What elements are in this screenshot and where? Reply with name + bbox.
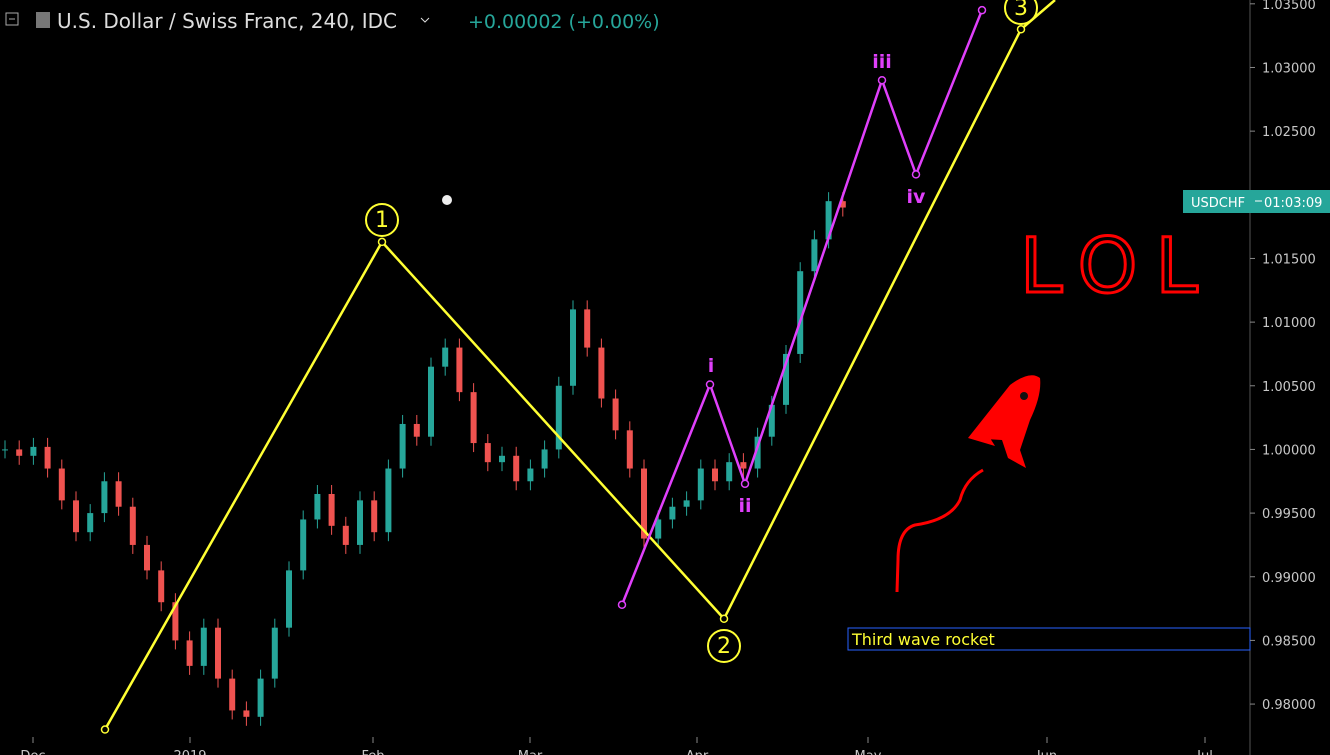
dot <box>442 195 452 205</box>
wave-label: 3 <box>1014 0 1028 21</box>
price-tick-label: 0.98000 <box>1262 698 1316 713</box>
note-box <box>847 627 1251 651</box>
price-tick-label: 0.98500 <box>1262 634 1316 649</box>
price-tick-label: 1.02500 <box>1262 125 1316 140</box>
price-change: +0.00002 (+0.00%) <box>468 11 660 33</box>
price-tick-label: 1.01000 <box>1262 316 1316 331</box>
price-tick-label: 1.00500 <box>1262 380 1316 395</box>
rocket-window <box>1020 392 1028 400</box>
time-label: Mar <box>518 749 543 755</box>
time-label: Apr <box>686 749 709 755</box>
note-text: Third wave rocket <box>851 630 995 649</box>
price-tick-label: 1.03000 <box>1262 61 1316 76</box>
wave-point <box>617 600 627 610</box>
wave-point <box>877 75 887 85</box>
wave-point <box>1016 25 1026 34</box>
wave-point <box>705 380 715 389</box>
time-label: May <box>855 749 882 755</box>
scribble: LOL <box>1020 221 1216 310</box>
price-tick-label: 1.03500 <box>1262 0 1316 13</box>
minor-wave <box>620 9 984 606</box>
wave-label-ring <box>365 203 399 237</box>
wave-label: 2 <box>717 634 731 659</box>
wave-point <box>911 170 921 179</box>
price-tag-symbol: USDCHF <box>1191 196 1245 211</box>
wave-point <box>740 479 750 489</box>
price-tick-label: 0.99500 <box>1262 507 1316 522</box>
collapse-icon[interactable] <box>5 12 19 26</box>
wave-label-ring <box>1004 0 1038 25</box>
dropdown-caret[interactable] <box>420 17 430 23</box>
wave-label: i <box>708 355 715 377</box>
wave-label-ring <box>707 629 741 663</box>
wave-point <box>977 5 987 15</box>
wave-label: 1 <box>375 208 389 233</box>
price-tick-label: 0.99000 <box>1262 571 1316 586</box>
wave-label: iv <box>907 186 927 208</box>
price-tick-label: 1.01500 <box>1262 252 1316 267</box>
wave-point <box>719 614 729 624</box>
time-label: 2019 <box>173 749 206 755</box>
symbol-title[interactable]: U.S. Dollar / Swiss Franc, 240, IDC <box>57 9 397 33</box>
price-tag-countdown: 01:03:09 <box>1264 196 1322 211</box>
wave-label: iii <box>872 51 892 73</box>
time-label: Feb <box>361 749 384 755</box>
wave-point <box>100 725 110 734</box>
time-label: Dec <box>20 749 45 755</box>
time-label: Jun <box>1036 749 1057 755</box>
rocket-trail <box>895 468 984 593</box>
symbol-icon <box>36 12 50 28</box>
wave-point <box>377 237 387 247</box>
time-label: Jul <box>1196 749 1213 755</box>
price-tick-label: 1.00000 <box>1262 443 1316 458</box>
wave-label: ii <box>738 495 751 517</box>
